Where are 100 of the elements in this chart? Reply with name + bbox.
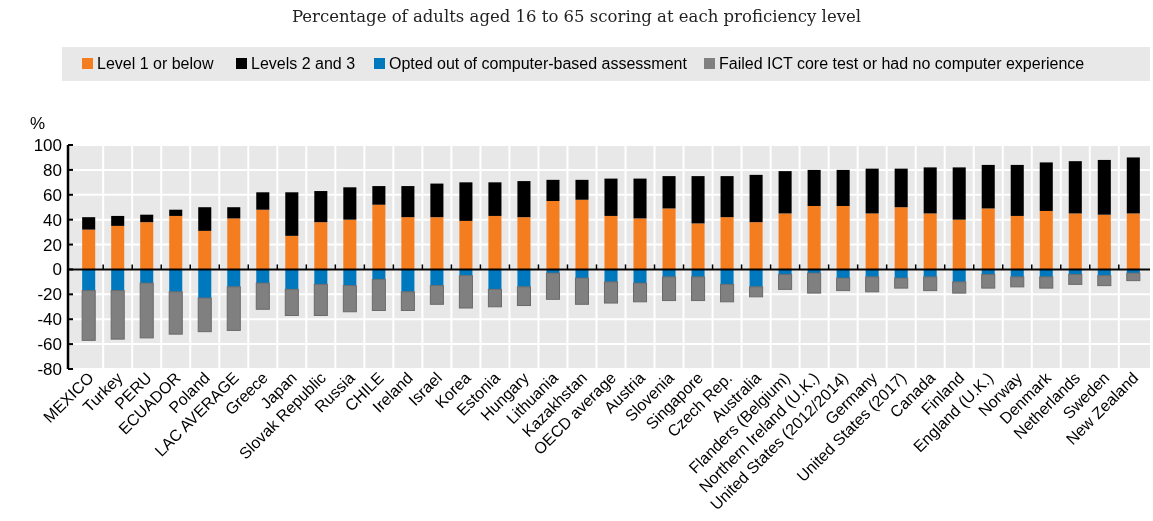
bar xyxy=(372,269,386,280)
bar xyxy=(168,291,183,335)
bar xyxy=(749,286,764,298)
y-tick-label: -40 xyxy=(37,310,62,330)
bar xyxy=(198,230,212,270)
bar xyxy=(1097,214,1111,270)
bar xyxy=(836,205,850,270)
bar xyxy=(778,213,792,270)
bar xyxy=(255,282,270,310)
bar xyxy=(691,276,706,302)
bar xyxy=(169,215,183,270)
bar xyxy=(662,276,677,302)
bar xyxy=(197,297,212,333)
bar xyxy=(488,269,502,290)
bar xyxy=(227,269,241,287)
bar xyxy=(430,217,444,270)
bar xyxy=(720,283,735,303)
bar xyxy=(371,278,386,312)
bar xyxy=(430,269,444,286)
bar xyxy=(343,187,357,220)
bar xyxy=(1068,273,1083,285)
bar xyxy=(517,181,531,218)
bar xyxy=(314,222,328,270)
bar xyxy=(836,169,850,206)
bar xyxy=(1068,213,1082,270)
bar xyxy=(632,282,648,303)
bar xyxy=(633,269,647,284)
bar xyxy=(314,269,328,285)
y-tick-label: 0 xyxy=(52,260,62,280)
bar xyxy=(1126,157,1140,214)
bar xyxy=(169,269,183,292)
bar xyxy=(82,217,96,230)
bar xyxy=(285,192,299,236)
bar xyxy=(110,290,125,340)
bar xyxy=(342,285,357,313)
bar xyxy=(256,192,270,210)
bar xyxy=(1126,213,1140,270)
bar xyxy=(720,176,734,218)
bar xyxy=(952,167,966,220)
bar xyxy=(720,217,734,270)
y-tick-label: 80 xyxy=(43,160,62,180)
bar xyxy=(691,223,705,270)
bar xyxy=(82,229,96,270)
bar xyxy=(284,288,299,316)
bar xyxy=(140,222,154,270)
bar xyxy=(227,207,241,219)
bar xyxy=(198,269,212,299)
bar xyxy=(459,220,473,270)
legend-label: Level 1 or below xyxy=(97,55,214,72)
bar xyxy=(865,276,880,293)
bar xyxy=(227,218,241,270)
bar xyxy=(313,283,328,316)
bar xyxy=(285,269,299,290)
bar xyxy=(894,269,908,279)
bar xyxy=(459,182,473,221)
bar xyxy=(574,277,590,305)
bar xyxy=(488,215,502,270)
bar xyxy=(575,199,589,270)
bar xyxy=(401,269,415,292)
bar xyxy=(720,269,734,285)
bar xyxy=(923,276,938,292)
bar xyxy=(923,167,937,214)
bar xyxy=(981,164,995,209)
y-tick-label: 40 xyxy=(43,210,62,230)
bar xyxy=(1039,210,1053,270)
bar xyxy=(865,168,879,214)
y-tick-label: 20 xyxy=(43,235,62,255)
bar xyxy=(111,269,125,291)
bar xyxy=(952,219,966,270)
bar xyxy=(662,208,676,270)
bar xyxy=(1010,164,1024,216)
bar xyxy=(604,215,618,270)
bar xyxy=(372,204,386,270)
bar xyxy=(923,213,937,270)
bar xyxy=(82,269,96,291)
bar xyxy=(633,178,647,219)
bar xyxy=(836,269,850,279)
bar xyxy=(1039,162,1053,211)
bar xyxy=(778,273,793,290)
bar xyxy=(343,269,357,286)
bar xyxy=(430,183,444,218)
y-tick-label: -20 xyxy=(37,285,62,305)
bar xyxy=(314,191,328,223)
bar xyxy=(458,275,473,309)
bar xyxy=(981,208,995,270)
bar xyxy=(400,291,415,312)
bar xyxy=(517,217,531,270)
bar xyxy=(429,285,444,305)
bar xyxy=(226,286,241,331)
legend-label: Failed ICT core test or had no computer experience xyxy=(719,55,1085,72)
bar xyxy=(749,222,763,270)
bar xyxy=(981,273,996,289)
bar xyxy=(401,217,415,270)
bar xyxy=(865,213,879,270)
bar xyxy=(545,272,560,300)
bar xyxy=(1097,275,1112,287)
bar xyxy=(546,201,560,270)
bar xyxy=(894,277,909,289)
bar xyxy=(516,286,531,307)
y-tick-label: -80 xyxy=(37,360,62,379)
